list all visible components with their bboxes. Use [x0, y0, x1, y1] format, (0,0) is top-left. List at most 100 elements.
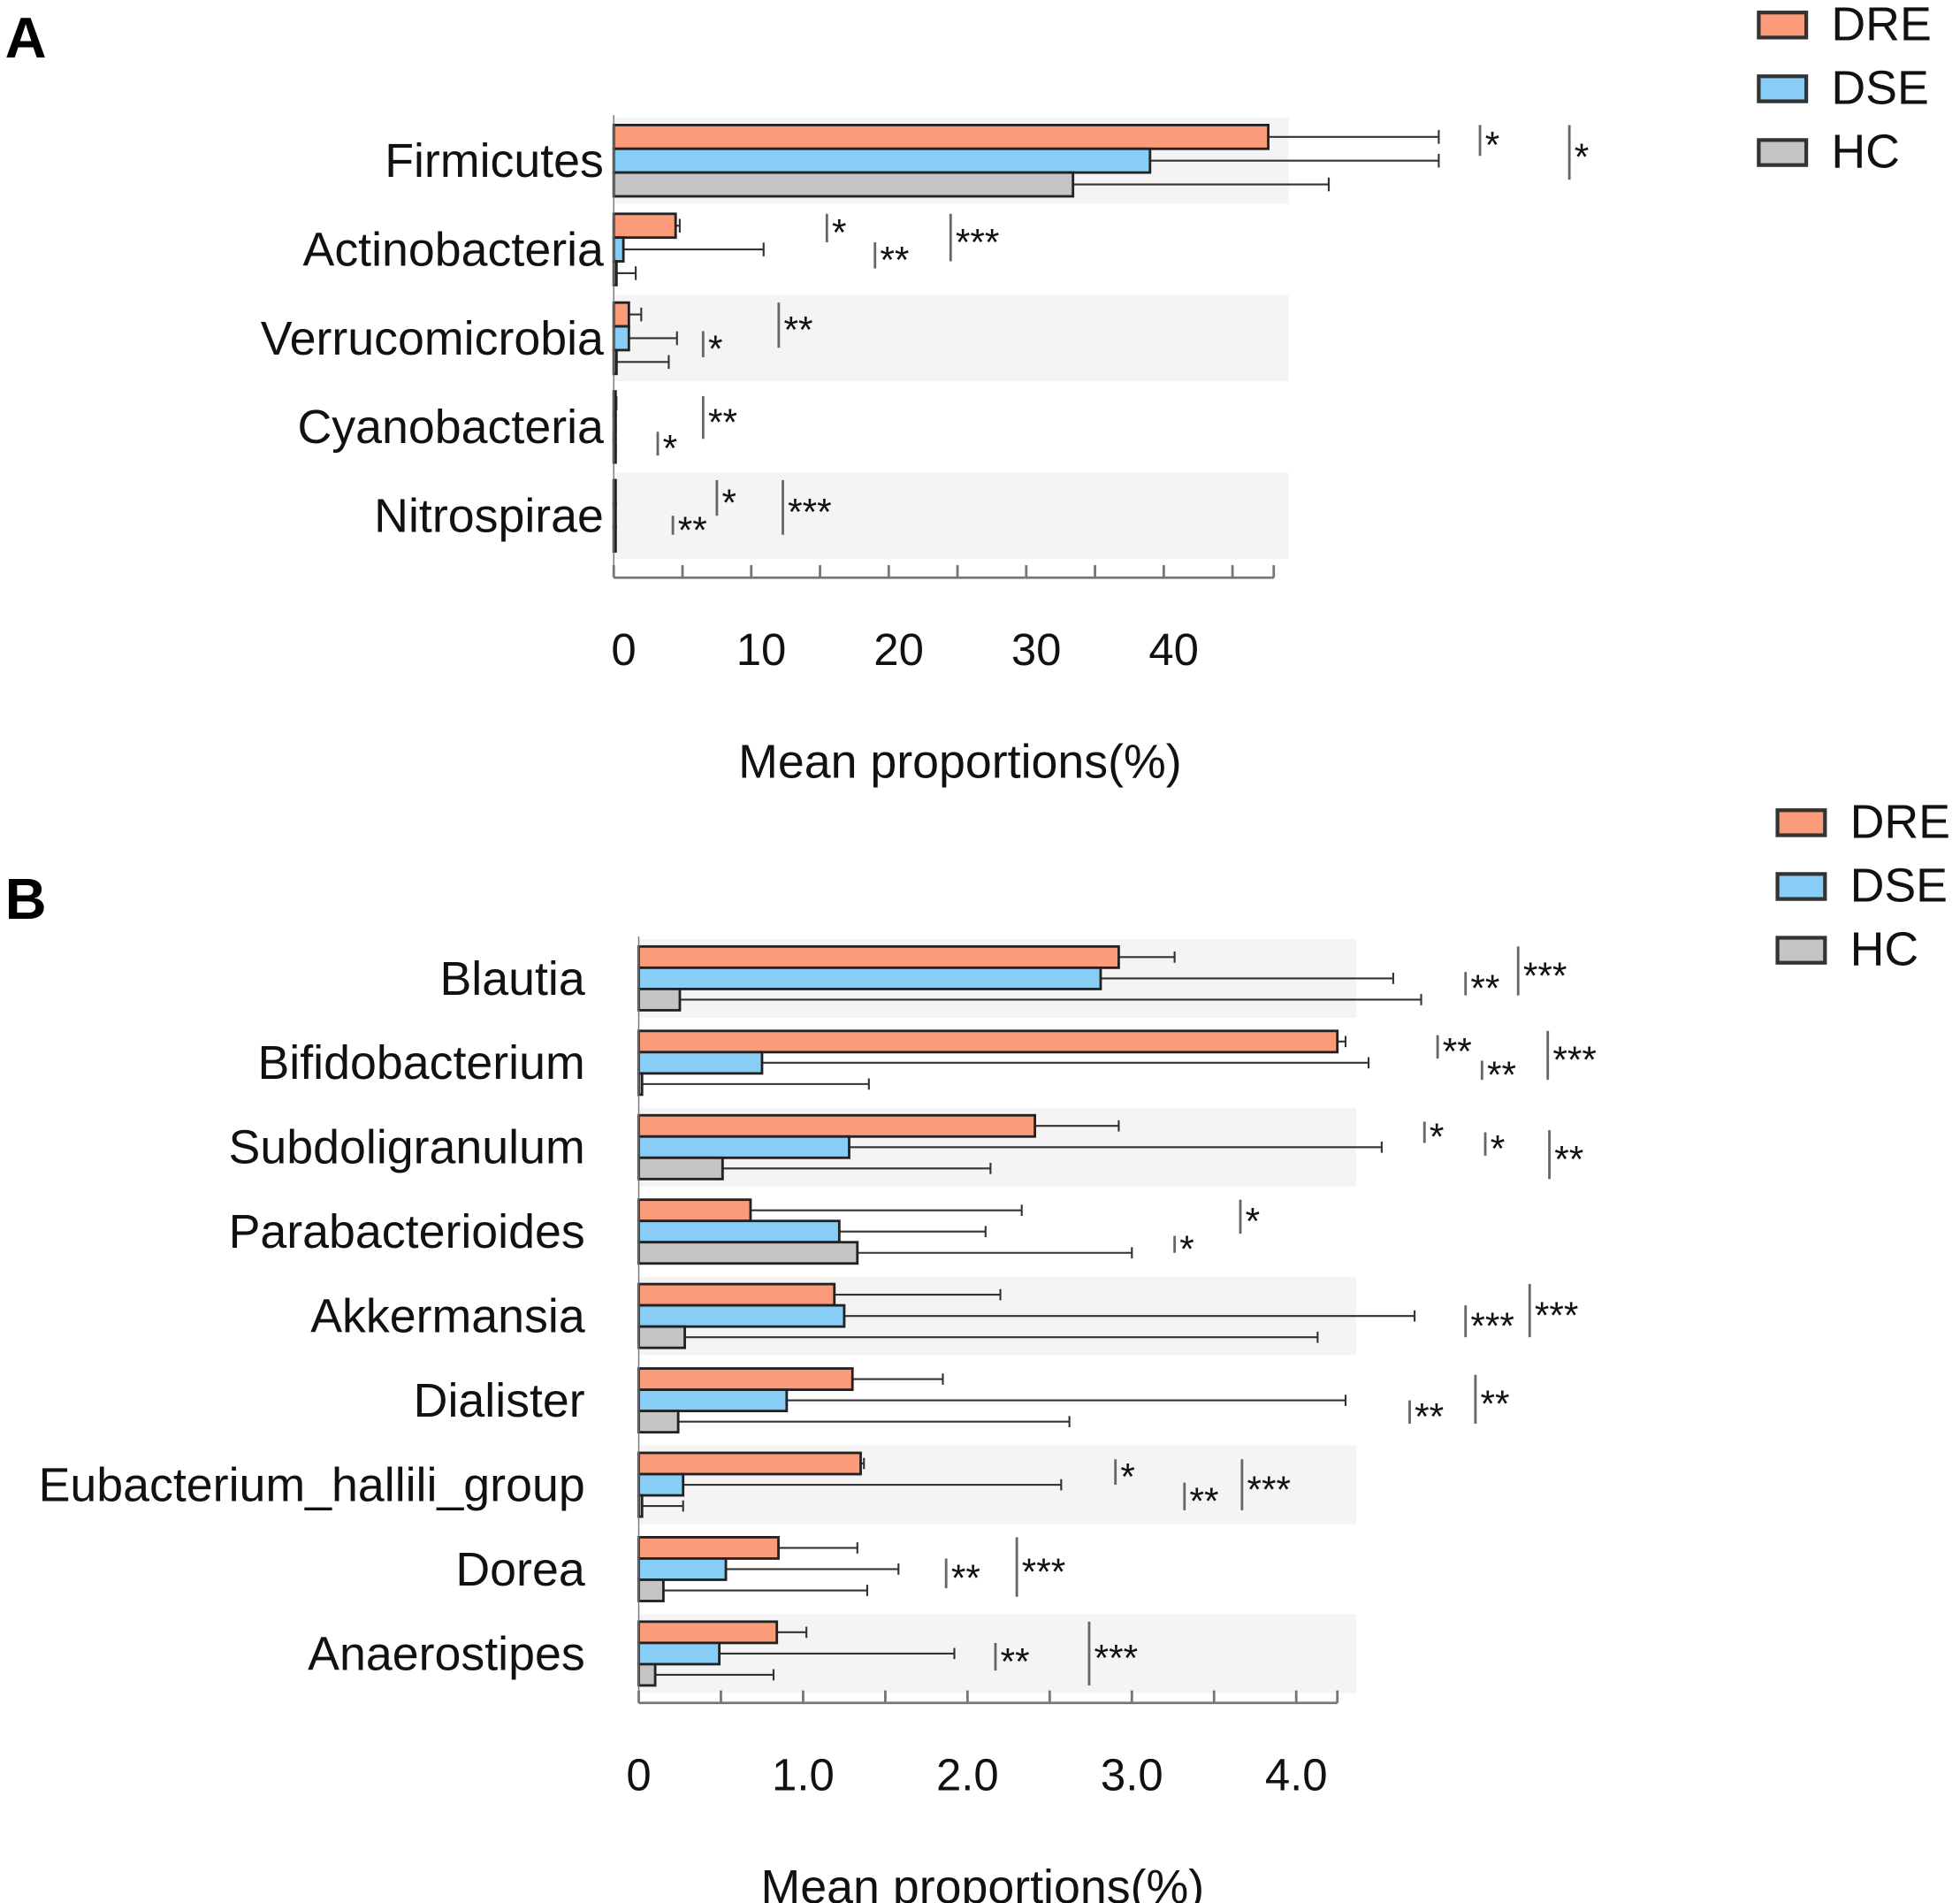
significance-label: ***: [1470, 1305, 1514, 1347]
x-tick-label: 40: [1148, 624, 1199, 675]
legend-label: HC: [1831, 125, 1900, 178]
significance-label: ***: [956, 221, 1000, 263]
significance-label: **: [1470, 967, 1499, 1009]
significance-label: *: [832, 212, 847, 254]
category-label: Akkermansia: [310, 1290, 585, 1343]
bar-dse: [637, 1472, 685, 1497]
significance-label: **: [1189, 1480, 1218, 1522]
bar-dre: [637, 1535, 780, 1560]
legend-swatch-dse: [1775, 872, 1827, 901]
significance-label: **: [784, 309, 813, 350]
bar-hc: [637, 1325, 686, 1349]
x-tick-label: 10: [736, 624, 787, 675]
bar-hc: [637, 988, 682, 1012]
x-axis-title: Mean proportions(%): [761, 1861, 1205, 1903]
legend-label: DSE: [1831, 61, 1928, 114]
bar-dse: [637, 1557, 728, 1581]
bar-dre: [637, 1029, 1339, 1054]
significance-label: *: [1575, 136, 1590, 178]
significance-label: **: [951, 1557, 980, 1599]
category-label: Dorea: [455, 1543, 584, 1596]
legend-swatch-hc: [1757, 138, 1809, 167]
bar-dre: [637, 1282, 836, 1307]
bar-dre: [637, 1113, 1037, 1138]
significance-label: **: [1481, 1383, 1510, 1425]
bar-hc: [637, 1578, 665, 1602]
bar-dse: [637, 1641, 721, 1666]
category-label: Verrucomicrobia: [261, 312, 604, 365]
legend-swatch-hc: [1775, 936, 1827, 965]
row-band: [614, 294, 1289, 382]
category-label: Subdoligranulum: [229, 1121, 585, 1174]
legend-label: HC: [1850, 923, 1919, 976]
legend-swatch-dre: [1757, 11, 1809, 40]
legend-label: DRE: [1831, 0, 1931, 50]
significance-label: ***: [1552, 1039, 1597, 1081]
significance-label: *: [722, 482, 737, 524]
bar-dse: [612, 147, 1152, 174]
significance-label: *: [1120, 1456, 1135, 1497]
bar-dre: [612, 301, 630, 328]
category-label: Bifidobacterium: [257, 1036, 584, 1089]
bar-dse: [637, 1051, 764, 1075]
significance-label: *: [1179, 1228, 1194, 1270]
bar-hc: [612, 171, 1075, 198]
significance-label: **: [1415, 1396, 1444, 1438]
bar-hc: [637, 1241, 859, 1265]
legend-label: DRE: [1850, 795, 1950, 848]
significance-label: **: [880, 240, 909, 281]
x-tick-label: 4.0: [1265, 1750, 1328, 1800]
panel-label-b: B: [5, 867, 47, 931]
category-label: Parabacterioides: [229, 1205, 585, 1258]
bar-dse: [637, 1303, 846, 1328]
significance-label: ***: [1247, 1469, 1292, 1510]
bar-dre: [637, 1620, 779, 1645]
significance-label: ***: [1523, 955, 1567, 997]
category-label: Nitrospirae: [374, 490, 604, 543]
chart-panel-b: Blautia Bifidobacterium Subdoligranulum Par…: [39, 795, 1950, 1903]
bar-dse: [637, 1219, 841, 1244]
legend-swatch-dre: [1775, 808, 1827, 837]
x-tick-label: 0: [626, 1750, 651, 1800]
significance-label: ***: [1022, 1551, 1066, 1593]
x-tick-label: 1.0: [772, 1750, 835, 1800]
significance-label: **: [708, 401, 737, 443]
significance-label: **: [1443, 1031, 1472, 1073]
category-label: Blautia: [439, 952, 584, 1005]
significance-label: ***: [1094, 1638, 1139, 1679]
x-tick-label: 0: [611, 624, 636, 675]
bar-dse: [637, 966, 1102, 990]
significance-label: **: [1554, 1138, 1583, 1180]
x-axis-title: Mean proportions(%): [738, 735, 1182, 788]
bar-dre: [637, 1451, 862, 1476]
significance-label: *: [1246, 1201, 1261, 1242]
significance-label: **: [1001, 1640, 1030, 1682]
bar-hc: [637, 1410, 680, 1434]
category-label: Eubacterium_hallili_group: [39, 1458, 585, 1511]
category-label: Firmicutes: [385, 134, 604, 187]
bar-dse: [612, 325, 630, 352]
category-label: Dialister: [414, 1374, 585, 1427]
legend-swatch-dse: [1757, 74, 1809, 103]
significance-label: *: [1485, 125, 1500, 166]
significance-label: **: [1487, 1054, 1516, 1096]
significance-label: ***: [1535, 1295, 1579, 1336]
bar-dre: [612, 123, 1270, 150]
bar-dse: [612, 236, 625, 263]
significance-label: *: [663, 427, 678, 469]
x-tick-label: 2.0: [936, 1750, 999, 1800]
row-band: [614, 472, 1289, 560]
bar-dse: [637, 1388, 789, 1413]
bar-dse: [637, 1135, 850, 1159]
legend-label: DSE: [1850, 859, 1948, 912]
chart-panel-a: Firmicutes Actinobacteria Verrucomicrobia C…: [261, 0, 1932, 788]
category-label: Actinobacteria: [302, 223, 604, 276]
bar-dre: [637, 1367, 854, 1391]
bar-dre: [637, 1198, 752, 1223]
bar-dre: [612, 212, 677, 240]
bar-hc: [637, 1156, 724, 1181]
significance-label: *: [1430, 1116, 1445, 1158]
significance-label: *: [1491, 1127, 1506, 1169]
x-tick-label: 30: [1011, 624, 1062, 675]
